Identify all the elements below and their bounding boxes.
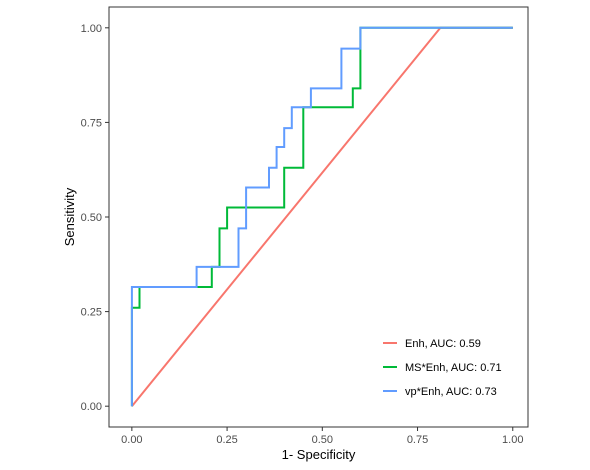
y-tick-label: 0.25 [81,307,102,319]
series-layer [130,26,513,407]
y-tick-label: 0.00 [81,401,102,413]
y-tick-label: 0.75 [81,117,102,129]
legend-label-1: MS*Enh, AUC: 0.71 [405,362,502,374]
y-tick-label: 0.50 [81,212,102,224]
legend-label-2: vp*Enh, AUC: 0.73 [405,386,497,398]
x-tick-label: 1.00 [502,434,523,446]
legend-label-0: Enh, AUC: 0.59 [405,338,481,350]
x-axis-title: 1- Specificity [282,447,356,462]
y-axis: 0.00 0.25 0.50 0.75 1.00 [81,23,109,413]
y-axis-title: Sensitivity [62,187,77,246]
x-axis: 0.00 0.25 0.50 0.75 1.00 [121,427,523,446]
y-tick-label: 1.00 [81,23,102,35]
x-tick-label: 0.50 [312,434,333,446]
plot-panel [108,6,529,428]
x-tick-label: 0.75 [407,434,428,446]
x-tick-label: 0.00 [121,434,142,446]
legend: Enh, AUC: 0.59 MS*Enh, AUC: 0.71 vp*Enh, A… [383,338,502,398]
series-line-2 [130,26,513,407]
x-tick-label: 0.25 [216,434,237,446]
